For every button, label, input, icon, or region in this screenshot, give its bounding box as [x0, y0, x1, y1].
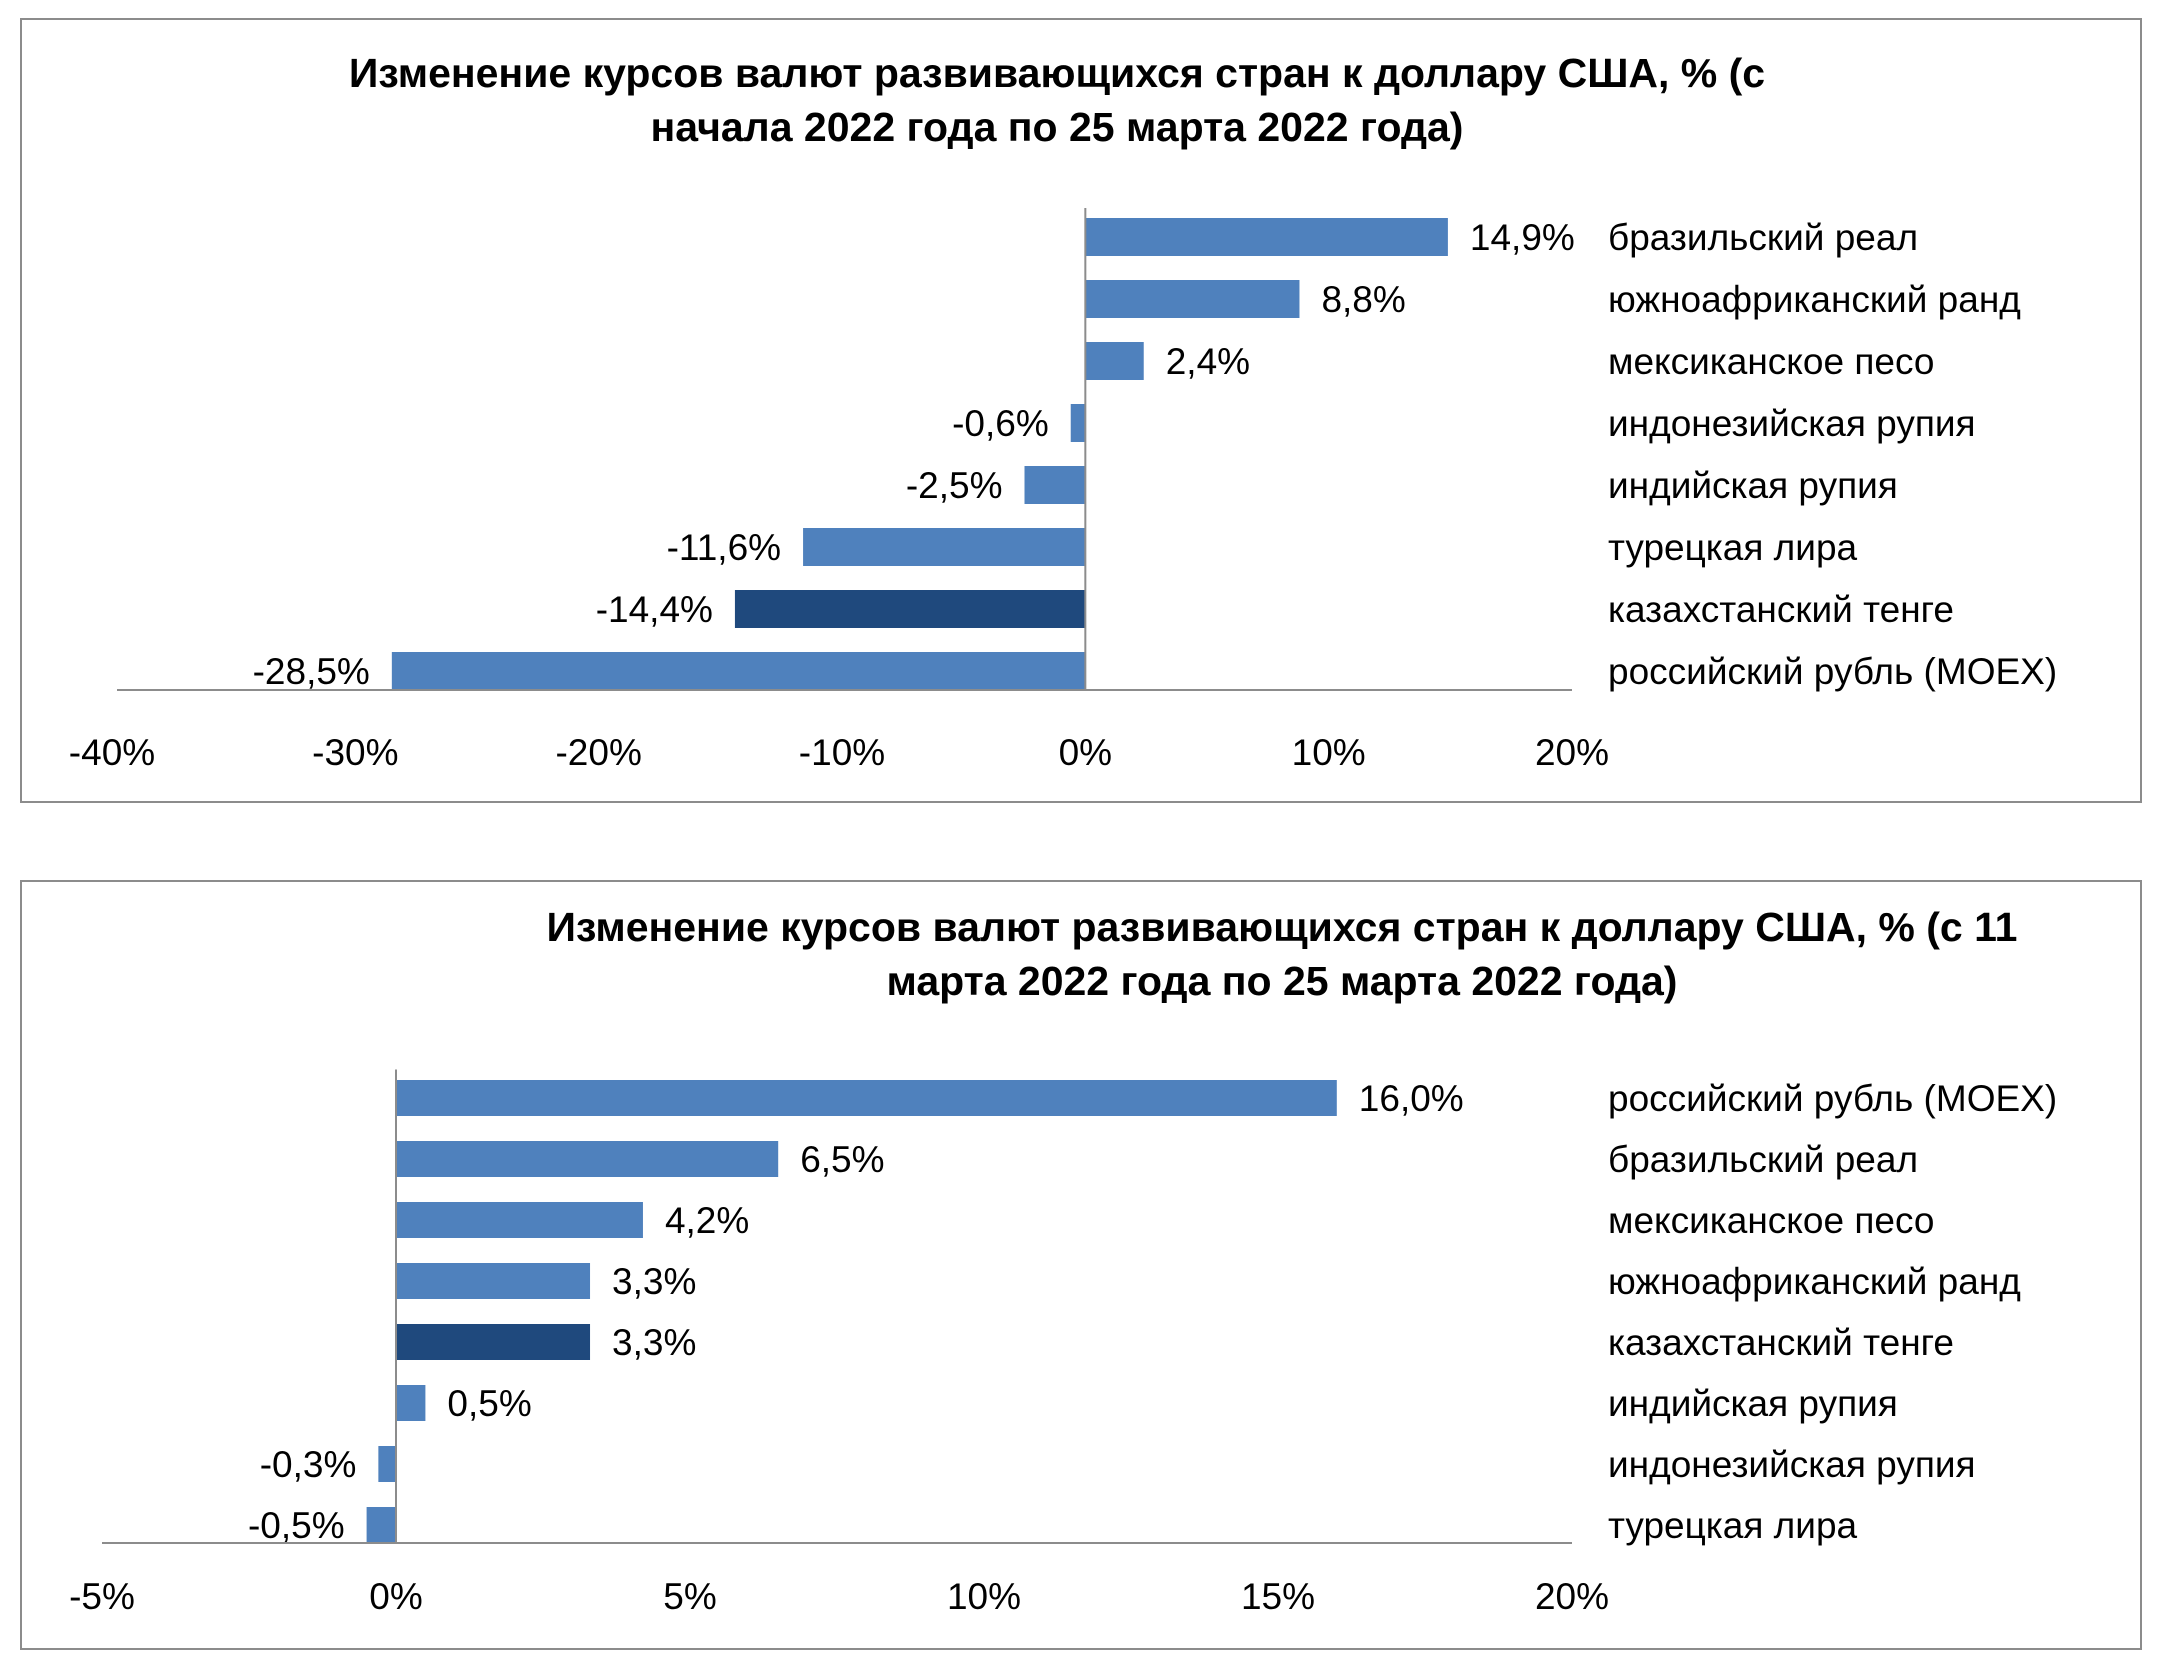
data-label: 6,5% [800, 1139, 884, 1180]
x-tick-label: 20% [1535, 732, 1609, 773]
data-label: -28,5% [253, 651, 370, 692]
category-label: казахстанский тенге [1608, 589, 1954, 630]
data-label: -11,6% [667, 527, 782, 568]
x-tick-label: -40% [69, 732, 155, 773]
chart-title-line-2: начала 2022 года по 25 марта 2022 года) [650, 104, 1464, 150]
category-label: индийская рупия [1608, 1383, 1898, 1424]
data-label: -0,6% [952, 403, 1049, 444]
category-label: южноафриканский ранд [1608, 1261, 2021, 1302]
x-tick-label: -5% [69, 1576, 135, 1617]
data-label: 16,0% [1359, 1078, 1464, 1119]
x-tick-label: -30% [312, 732, 398, 773]
bar [396, 1263, 591, 1299]
data-label: -0,5% [248, 1505, 345, 1546]
data-label: 4,2% [665, 1200, 749, 1241]
data-label: 0,5% [447, 1383, 531, 1424]
chart-panel-two-weeks: Изменение курсов валют развивающихся стр… [20, 880, 2142, 1650]
chart-title: Изменение курсов валют развивающихся стр… [422, 900, 2142, 1008]
bar [396, 1324, 591, 1360]
chart-title-line-1: Изменение курсов валют развивающихся стр… [546, 904, 2018, 950]
x-tick-label: 20% [1535, 1576, 1609, 1617]
bar [391, 652, 1086, 690]
x-tick-label: 5% [663, 1576, 716, 1617]
data-label: 14,9% [1470, 217, 1575, 258]
bar [366, 1507, 396, 1543]
category-label: южноафриканский ранд [1608, 279, 2021, 320]
x-tick-label: -10% [799, 732, 885, 773]
bar [396, 1080, 1337, 1116]
category-label: казахстанский тенге [1608, 1322, 1954, 1363]
category-label: российский рубль (MOEX) [1608, 651, 2057, 692]
data-label: -0,3% [260, 1444, 357, 1485]
chart-panel-ytd: Изменение курсов валют развивающихся стр… [20, 18, 2142, 803]
data-label: -2,5% [906, 465, 1003, 506]
x-tick-label: 15% [1241, 1576, 1315, 1617]
x-tick-label: -20% [555, 732, 641, 773]
bar [396, 1202, 643, 1238]
category-label: турецкая лира [1608, 1505, 1858, 1546]
category-label: мексиканское песо [1608, 341, 1934, 382]
category-label: индонезийская рупия [1608, 1444, 1976, 1485]
bar-chart-ytd: 14,9% бразильский реал 8,8% южноафриканский… [69, 208, 2057, 773]
bar [378, 1446, 396, 1482]
chart-title-line-2: марта 2022 года по 25 марта 2022 года) [886, 958, 1678, 1004]
data-label: -14,4% [596, 589, 713, 630]
data-label: 8,8% [1321, 279, 1405, 320]
x-tick-label: 0% [1059, 732, 1112, 773]
category-label: российский рубль (MOEX) [1608, 1078, 2057, 1119]
bar [1085, 218, 1448, 256]
bar [1070, 404, 1086, 442]
category-label: турецкая лира [1608, 527, 1858, 568]
bar [803, 528, 1086, 566]
data-label: 2,4% [1166, 341, 1250, 382]
bar [396, 1141, 779, 1177]
category-label: индийская рупия [1608, 465, 1898, 506]
x-tick-label: 0% [369, 1576, 422, 1617]
category-label: бразильский реал [1608, 217, 1918, 258]
bar-chart-two-weeks: 16,0% российский рубль (MOEX) 6,5% бразильс… [69, 1069, 2057, 1617]
bar [1085, 280, 1300, 318]
category-label: мексиканское песо [1608, 1200, 1934, 1241]
data-label: 3,3% [612, 1322, 696, 1363]
data-label: 3,3% [612, 1261, 696, 1302]
bar [396, 1385, 426, 1421]
bar [734, 590, 1086, 628]
x-tick-label: 10% [947, 1576, 1021, 1617]
category-label: индонезийская рупия [1608, 403, 1976, 444]
category-label: бразильский реал [1608, 1139, 1918, 1180]
x-tick-label: 10% [1292, 732, 1366, 773]
chart-title-line-1: Изменение курсов валют развивающихся стр… [348, 50, 1766, 96]
chart-title: Изменение курсов валют развивающихся стр… [222, 46, 1892, 154]
bar [1024, 466, 1086, 504]
bar [1085, 342, 1144, 380]
